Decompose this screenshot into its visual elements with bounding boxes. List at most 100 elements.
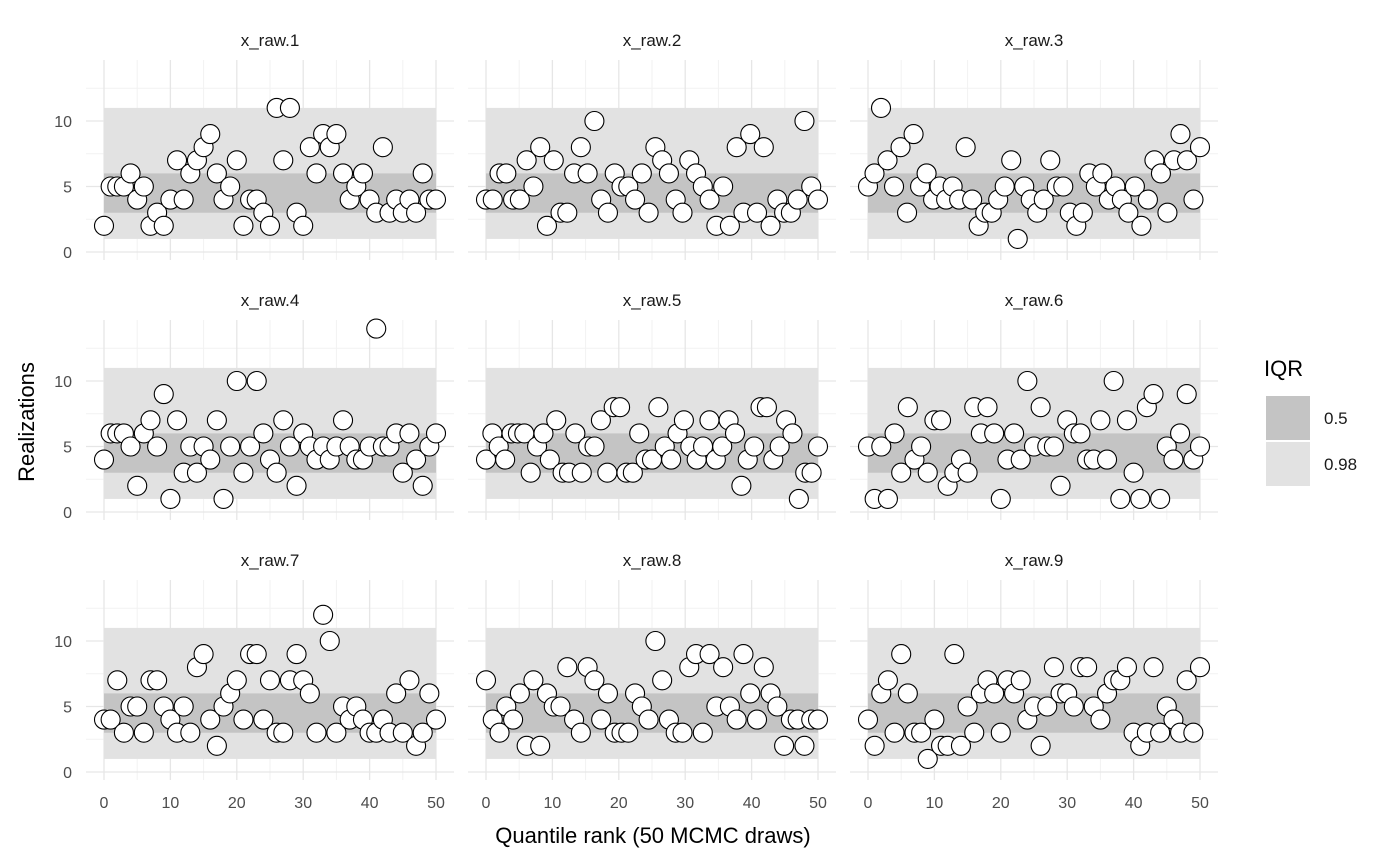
data-point [911,722,932,743]
data-point [726,137,747,158]
data-point [1010,670,1031,691]
facet-panel: x_raw.1 0 5 10 [54,31,454,262]
data-point [120,436,141,457]
data-point [618,722,639,743]
data-point [286,475,307,496]
data-point [864,735,885,756]
data-point [1090,410,1111,431]
data-point [1143,384,1164,405]
data-point [482,189,503,210]
data-point [1043,436,1064,457]
data-point [557,657,578,678]
data-point [740,124,761,145]
data-point [372,137,393,158]
x-tick-label: 40 [743,795,761,812]
data-point [648,397,669,418]
x-tick-label: 50 [809,795,827,812]
legend-title: IQR [1264,356,1303,381]
data-point [516,150,537,171]
data-point [1170,423,1191,444]
data-point [699,410,720,431]
data-point [1004,423,1025,444]
data-point [731,475,752,496]
facet-strip-label: x_raw.4 [241,291,300,310]
data-point [495,449,516,470]
data-point [539,449,560,470]
data-point [964,722,985,743]
data-point [977,397,998,418]
data-point [917,748,938,769]
x-tick-label: 20 [992,795,1010,812]
data-point [1176,384,1197,405]
data-point [399,423,420,444]
data-point [286,644,307,665]
data-point [133,722,154,743]
y-tick-label: 5 [63,440,72,457]
data-point [306,722,327,743]
data-point [147,436,168,457]
data-point [523,176,544,197]
data-point [233,709,254,730]
data-point [622,462,643,483]
data-point [496,163,517,184]
data-point [1118,202,1139,223]
x-tick-label: 10 [544,795,562,812]
y-tick-label: 0 [63,505,72,522]
data-point [597,202,619,223]
data-point [293,215,314,236]
data-point [857,709,879,730]
data-point [240,436,261,457]
data-point [565,423,586,444]
data-point [200,709,221,730]
data-point [1090,709,1111,730]
data-point [746,202,768,223]
data-point [877,670,898,691]
data-point [692,722,713,743]
data-point [597,683,619,704]
data-point [807,189,829,210]
data-point [787,189,808,210]
y-tick-label: 0 [63,245,72,262]
data-point [884,423,905,444]
data-point [206,410,227,431]
data-point [930,410,952,431]
facet-strip-label: x_raw.2 [623,31,682,50]
data-point [279,97,300,118]
data-point [597,462,618,483]
data-point [1010,449,1031,470]
data-point [147,670,168,691]
data-point [1116,657,1138,678]
data-point [332,410,354,431]
data-point [903,124,924,145]
y-tick-label: 0 [63,765,72,782]
data-point [120,163,141,184]
data-point [1070,423,1091,444]
legend-label: 0.98 [1324,455,1357,474]
data-point [769,436,790,457]
data-point [645,630,666,652]
data-point [590,410,611,431]
data-point [425,709,447,730]
data-point [1033,189,1054,210]
data-point [127,475,148,496]
data-point [673,410,694,431]
data-point [1189,657,1211,678]
x-tick-label: 30 [1058,795,1076,812]
data-point [911,436,932,457]
legend-key [1266,396,1310,440]
data-point [1116,410,1138,431]
data-point [788,488,809,509]
data-point [957,696,978,717]
data-point [1103,370,1124,392]
data-point [891,644,912,665]
data-point [530,137,551,158]
data-point [273,722,294,743]
data-point [489,722,510,743]
data-point [220,176,241,197]
data-point [1189,137,1211,158]
data-point [1007,228,1028,249]
data-point [133,176,154,197]
data-point [200,449,221,470]
facet-strip-label: x_raw.6 [1005,291,1064,310]
